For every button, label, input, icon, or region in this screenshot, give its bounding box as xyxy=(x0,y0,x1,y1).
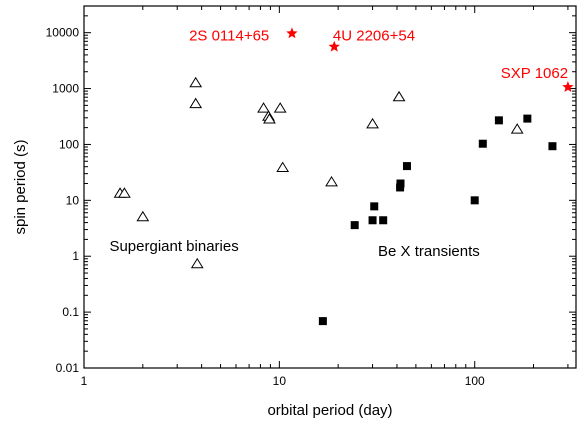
y-tick-label: 0.01 xyxy=(56,361,80,375)
filled-square-point xyxy=(523,114,532,123)
annotations: Supergiant binaries Be X transients 2S 011… xyxy=(109,27,568,260)
filled-square-point xyxy=(379,216,388,225)
annotation-label: Supergiant binaries xyxy=(109,238,238,255)
annotation-label: Be X transients xyxy=(378,243,480,260)
data-points xyxy=(113,27,574,326)
plot-frame xyxy=(83,5,577,369)
y-tick-label: 1 xyxy=(72,249,79,263)
x-tick-label: 10 xyxy=(273,374,287,388)
y-tick-label: 10 xyxy=(66,193,80,207)
open-triangle-point xyxy=(189,97,203,109)
annotation-label: 2S 0114+65 xyxy=(189,27,269,44)
filled-square-point xyxy=(470,196,479,205)
open-triangle-point xyxy=(392,90,406,102)
filled-square-point xyxy=(548,142,557,151)
x-tick-label: 100 xyxy=(465,374,485,388)
open-triangle-point xyxy=(510,123,524,134)
open-triangle-point xyxy=(136,210,150,222)
filled-square-point xyxy=(494,116,503,125)
open-triangle-point xyxy=(276,161,290,173)
annotation-label: SXP 1062 xyxy=(501,65,568,82)
y-tick-label: 10000 xyxy=(46,26,80,40)
open-triangle-point xyxy=(273,102,287,113)
open-triangle-point xyxy=(263,113,276,124)
y-axis-ticks: 0.01 0.1 1 10 100 1000 10000 xyxy=(46,5,576,375)
y-tick-label: 0.1 xyxy=(62,305,79,319)
x-tick-label: 1 xyxy=(81,374,88,388)
x-axis-ticks: 1 10 100 xyxy=(81,6,569,388)
filled-square-point xyxy=(350,221,359,230)
filled-square-point xyxy=(368,216,377,225)
open-triangle-point xyxy=(257,102,270,113)
red-star-point xyxy=(328,40,340,52)
filled-square-point xyxy=(402,162,411,171)
y-tick-label: 1000 xyxy=(52,82,79,96)
filled-square-point xyxy=(478,139,487,148)
filled-square-point xyxy=(318,317,327,326)
open-triangle-point xyxy=(189,76,203,88)
filled-square-point xyxy=(370,202,379,211)
filled-square-point xyxy=(396,179,405,188)
x-axis-title: orbital period (day) xyxy=(267,402,392,419)
open-triangle-point xyxy=(325,175,338,187)
open-triangle-point xyxy=(366,117,379,129)
y-axis-title: spin period (s) xyxy=(12,139,29,234)
red-star-point xyxy=(562,81,574,92)
y-tick-label: 100 xyxy=(59,137,79,151)
annotation-label: 4U 2206+54 xyxy=(333,27,415,44)
open-triangle-point xyxy=(118,187,131,198)
open-triangle-point xyxy=(190,257,204,269)
red-star-point xyxy=(286,27,298,39)
